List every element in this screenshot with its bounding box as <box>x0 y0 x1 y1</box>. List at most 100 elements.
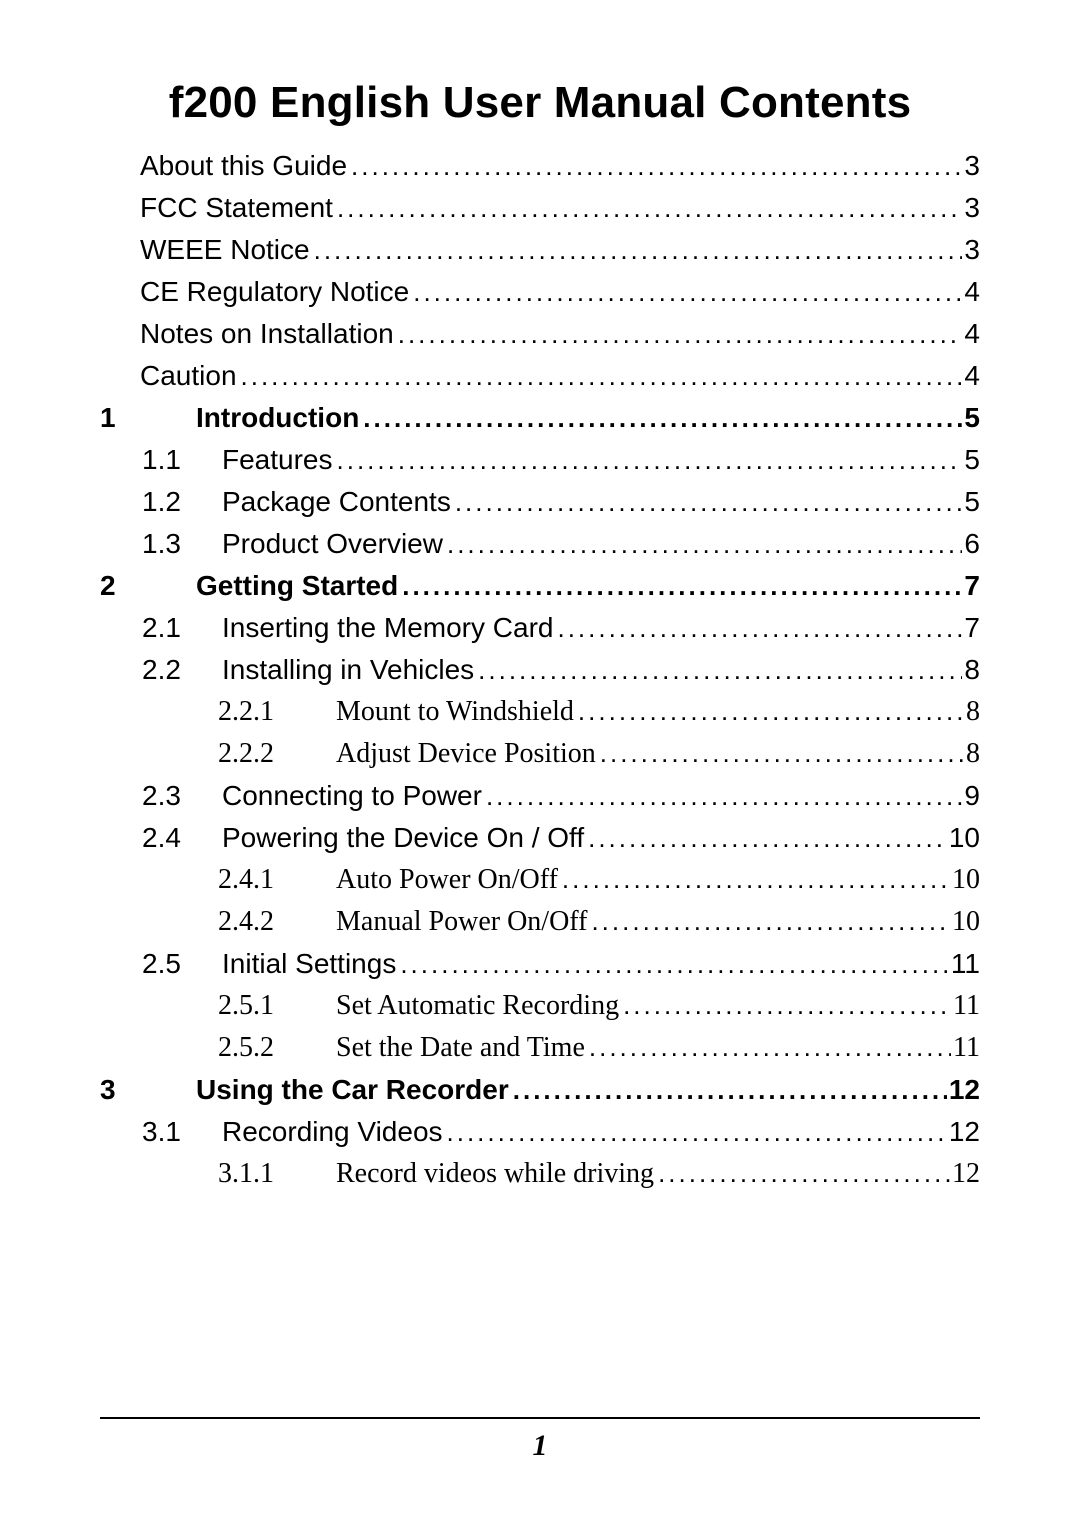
toc-entry-label: Recording Videos <box>222 1118 443 1146</box>
toc-entry-number: 2.5.2 <box>218 1034 308 1062</box>
toc-entry-page: 3 <box>962 194 980 222</box>
footer-rule <box>100 1417 980 1419</box>
toc-entry-page: 3 <box>962 236 980 264</box>
toc-entry-number: 2.4.1 <box>218 866 308 894</box>
toc-entry-label: Powering the Device On / Off <box>222 824 584 852</box>
toc-entry-label: Auto Power On/Off <box>336 866 558 894</box>
toc-entry-label: Record videos while driving <box>336 1160 654 1188</box>
toc-entry-label: FCC Statement <box>140 194 333 222</box>
toc-leader-dots <box>574 698 964 724</box>
toc-leader-dots <box>596 740 964 766</box>
toc-entry-page: 11 <box>949 950 980 978</box>
toc-entry-label: Set the Date and Time <box>336 1034 585 1062</box>
toc-row: 2.4 Powering the Device On / Off 10 <box>100 824 980 852</box>
toc-entry-number: 2.4 <box>142 824 194 852</box>
toc-leader-dots <box>443 531 962 557</box>
toc-entry-page: 7 <box>962 614 980 642</box>
toc-leader-dots <box>394 321 963 347</box>
toc-leader-dots <box>310 237 963 263</box>
toc-entry-page: 10 <box>950 866 980 894</box>
toc-entry-label: Installing in Vehicles <box>222 656 474 684</box>
toc-entry-number: 2.2.1 <box>218 698 308 726</box>
toc-row: 2.2.1 Mount to Windshield 8 <box>100 698 980 726</box>
toc-entry-label: Manual Power On/Off <box>336 908 587 936</box>
toc-entry-page: 3 <box>962 152 980 180</box>
toc-leader-dots <box>396 951 949 977</box>
toc-entry-number: 2.5 <box>142 950 194 978</box>
toc-row: Caution 4 <box>100 362 980 390</box>
toc-leader-dots <box>558 866 950 892</box>
toc-entry-number: 2.4.2 <box>218 908 308 936</box>
toc-row: CE Regulatory Notice4 <box>100 278 980 306</box>
toc-row: FCC Statement 3 <box>100 194 980 222</box>
toc-list: About this Guide3FCC Statement3WEEE Noti… <box>100 152 980 1188</box>
toc-row: 2.5Initial Settings11 <box>100 950 980 978</box>
toc-entry-number: 3 <box>100 1076 140 1104</box>
toc-entry-label: About this Guide <box>140 152 347 180</box>
toc-entry-number: 1.1 <box>142 446 194 474</box>
toc-entry-page: 9 <box>962 782 980 810</box>
toc-entry-number: 2.2 <box>142 656 194 684</box>
toc-row: 3Using the Car Recorder12 <box>100 1076 980 1104</box>
toc-entry-number: 3.1 <box>142 1118 194 1146</box>
toc-leader-dots <box>237 363 963 389</box>
toc-entry-label: Mount to Windshield <box>336 698 574 726</box>
toc-entry-page: 8 <box>964 740 980 768</box>
toc-entry-label: WEEE Notice <box>140 236 310 264</box>
toc-entry-page: 4 <box>962 362 980 390</box>
toc-entry-label: Connecting to Power <box>222 782 482 810</box>
toc-leader-dots <box>619 992 951 1018</box>
toc-row: 2.2 Installing in Vehicles 8 <box>100 656 980 684</box>
toc-entry-page: 5 <box>962 404 980 432</box>
toc-entry-label: Introduction <box>196 404 359 432</box>
toc-entry-label: Package Contents <box>222 488 451 516</box>
page: f200 English User Manual Contents About … <box>0 0 1080 1527</box>
toc-leader-dots <box>451 489 963 515</box>
page-number: 1 <box>100 1429 980 1463</box>
toc-row: About this Guide 3 <box>100 152 980 180</box>
toc-entry-number: 2.1 <box>142 614 194 642</box>
toc-entry-number: 2 <box>100 572 140 600</box>
toc-entry-page: 5 <box>962 446 980 474</box>
toc-row: 1.3Product Overview6 <box>100 530 980 558</box>
page-footer: 1 <box>100 1417 980 1463</box>
toc-leader-dots <box>333 447 963 473</box>
toc-leader-dots <box>409 279 962 305</box>
toc-entry-page: 6 <box>962 530 980 558</box>
toc-entry-page: 11 <box>951 992 980 1020</box>
toc-entry-page: 4 <box>962 320 980 348</box>
toc-entry-label: Using the Car Recorder <box>196 1076 509 1104</box>
toc-leader-dots <box>333 195 962 221</box>
toc-row: 2 Getting Started 7 <box>100 572 980 600</box>
toc-entry-page: 12 <box>947 1118 980 1146</box>
toc-row: 2.4.2 Manual Power On/Off 10 <box>100 908 980 936</box>
toc-row: 2.1 Inserting the Memory Card 7 <box>100 614 980 642</box>
toc-leader-dots <box>398 573 962 599</box>
toc-leader-dots <box>654 1160 950 1186</box>
toc-entry-label: Set Automatic Recording <box>336 992 619 1020</box>
toc-leader-dots <box>509 1077 947 1103</box>
toc-entry-page: 5 <box>962 488 980 516</box>
toc-leader-dots <box>359 405 962 431</box>
toc-row: 2.3Connecting to Power9 <box>100 782 980 810</box>
page-title: f200 English User Manual Contents <box>100 78 980 128</box>
toc-entry-page: 8 <box>962 656 980 684</box>
toc-entry-page: 8 <box>964 698 980 726</box>
toc-entry-page: 10 <box>947 824 980 852</box>
toc-entry-page: 10 <box>950 908 980 936</box>
toc-entry-number: 1.2 <box>142 488 194 516</box>
toc-entry-number: 1.3 <box>142 530 194 558</box>
toc-entry-page: 7 <box>962 572 980 600</box>
toc-leader-dots <box>443 1119 947 1145</box>
toc-entry-label: Getting Started <box>196 572 398 600</box>
toc-row: 2.5.2Set the Date and Time11 <box>100 1034 980 1062</box>
toc-leader-dots <box>553 615 962 641</box>
toc-row: 2.2.2Adjust Device Position8 <box>100 740 980 768</box>
toc-entry-label: Inserting the Memory Card <box>222 614 553 642</box>
toc-leader-dots <box>587 908 950 934</box>
toc-row: 3.1 Recording Videos 12 <box>100 1118 980 1146</box>
toc-row: WEEE Notice 3 <box>100 236 980 264</box>
toc-row: 2.5.1Set Automatic Recording11 <box>100 992 980 1020</box>
toc-entry-label: Caution <box>140 362 237 390</box>
toc-entry-number: 3.1.1 <box>218 1160 308 1188</box>
